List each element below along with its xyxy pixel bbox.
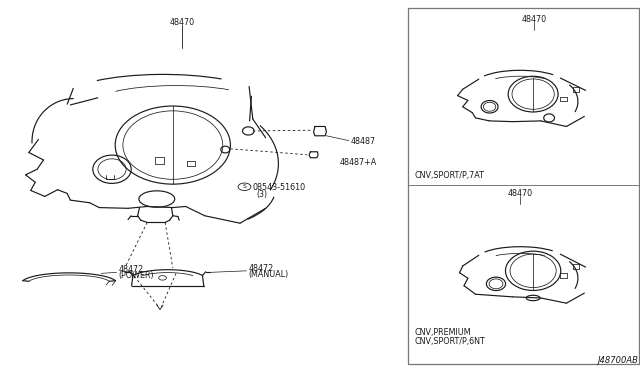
Text: 48470: 48470 xyxy=(522,15,547,24)
Text: 48487+A: 48487+A xyxy=(339,158,376,167)
Text: 48472: 48472 xyxy=(248,264,273,273)
Text: (3): (3) xyxy=(257,190,268,199)
Text: (POWER): (POWER) xyxy=(118,271,154,280)
Bar xyxy=(408,8,639,364)
Text: 48470: 48470 xyxy=(508,189,533,198)
Text: 08543-51610: 08543-51610 xyxy=(253,183,306,192)
Text: J48700AB: J48700AB xyxy=(598,356,639,365)
Text: S: S xyxy=(243,184,246,189)
Text: CNV,SPORT/P,7AT: CNV,SPORT/P,7AT xyxy=(415,171,484,180)
Text: 48487: 48487 xyxy=(351,137,376,146)
Text: 48472: 48472 xyxy=(118,265,143,274)
Text: CNV,PREMIUM: CNV,PREMIUM xyxy=(415,328,471,337)
Text: (MANUAL): (MANUAL) xyxy=(248,270,289,279)
Text: CNV,SPORT/P,6NT: CNV,SPORT/P,6NT xyxy=(415,337,486,346)
Text: 48470: 48470 xyxy=(170,18,195,27)
